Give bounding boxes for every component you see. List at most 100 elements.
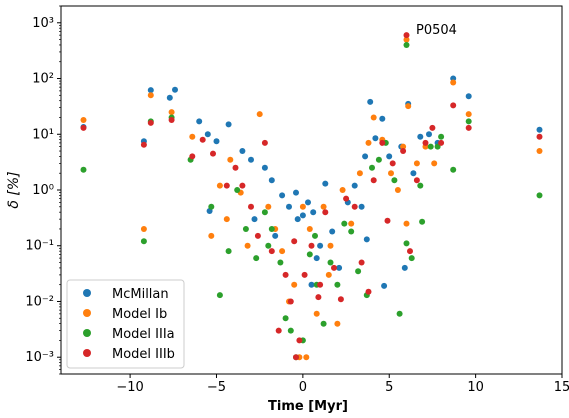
data-point (403, 36, 410, 43)
data-point (299, 203, 306, 210)
data-point (536, 133, 543, 140)
data-point (196, 118, 203, 125)
x-tick-label: 0 (299, 380, 307, 395)
data-point (431, 160, 438, 167)
data-point (313, 255, 320, 262)
data-point (254, 232, 261, 239)
data-point (147, 119, 154, 126)
legend-marker (83, 289, 91, 297)
data-point (369, 164, 375, 171)
data-point (375, 156, 382, 163)
data-point (268, 177, 275, 184)
data-point (351, 182, 358, 189)
data-point (268, 226, 275, 232)
data-point (355, 268, 362, 275)
data-point (166, 94, 173, 101)
data-point (168, 117, 175, 123)
data-point (407, 248, 413, 255)
data-point (225, 121, 232, 128)
data-point (405, 103, 412, 110)
data-point (301, 271, 308, 278)
data-point (413, 177, 420, 184)
data-point (279, 192, 286, 199)
legend-box (66, 279, 185, 369)
data-point (239, 148, 246, 154)
data-point (232, 164, 239, 171)
data-point (239, 182, 246, 189)
data-point (372, 135, 379, 142)
data-point (227, 156, 234, 163)
data-point (223, 216, 230, 223)
data-point (358, 203, 365, 210)
data-point (147, 92, 154, 99)
data-point (403, 32, 410, 39)
legend-label: Model Ib (112, 307, 167, 322)
data-point (140, 141, 147, 148)
data-point (293, 189, 299, 196)
data-point (216, 292, 223, 299)
data-point (168, 109, 175, 116)
data-point (417, 133, 424, 140)
data-point (313, 310, 320, 317)
data-point (261, 209, 268, 216)
data-point (363, 236, 370, 243)
data-point (291, 281, 298, 288)
series-model-ib (80, 36, 543, 361)
data-point (450, 102, 457, 109)
data-point (381, 282, 388, 289)
data-point (306, 251, 313, 258)
data-point (388, 170, 394, 177)
data-point (248, 203, 254, 210)
data-point (348, 220, 355, 227)
data-point (536, 126, 543, 133)
data-point (293, 354, 299, 361)
y-axis-ticks: 10⁻³ 10⁻² 10⁻¹ 10⁰ 10¹ 10² 10³ (25, 5, 61, 375)
y-tick-label: 10⁻² (25, 294, 54, 309)
data-point (210, 150, 216, 157)
data-point (327, 259, 334, 266)
data-point (317, 242, 324, 249)
data-point (367, 98, 374, 105)
data-point (310, 209, 317, 216)
y-tick-label: 10⁰ (32, 183, 54, 198)
data-point (225, 248, 232, 255)
data-point (379, 115, 386, 122)
data-point (334, 320, 341, 327)
x-tick-label: 15 (554, 380, 569, 395)
series-mcmillan (80, 75, 543, 289)
data-point (291, 238, 298, 245)
data-point (261, 139, 268, 146)
data-point (356, 170, 363, 177)
data-point (80, 117, 87, 123)
legend-label: Model IIIb (112, 347, 175, 362)
data-point (242, 226, 249, 232)
data-point (317, 281, 324, 288)
data-point (279, 248, 286, 255)
data-point (341, 220, 348, 227)
data-point (365, 139, 372, 146)
data-point (223, 182, 230, 189)
data-point (417, 182, 424, 189)
data-point (80, 166, 87, 173)
x-axis-ticks: −10 −5 0 5 10 15 (116, 374, 569, 395)
data-point (172, 86, 178, 93)
data-point (140, 238, 147, 245)
data-point (337, 296, 344, 303)
annotation-label: P0504 (416, 23, 457, 38)
data-point (265, 242, 272, 249)
y-tick-label: 10⁻³ (25, 350, 54, 365)
data-point (308, 242, 315, 249)
data-point (429, 124, 436, 131)
data-point (465, 118, 472, 125)
data-point (389, 160, 396, 167)
y-tick-label: 10² (32, 72, 54, 87)
data-point (403, 220, 410, 227)
data-point (277, 259, 284, 266)
data-point (370, 177, 377, 184)
data-point (408, 255, 415, 262)
data-point (213, 138, 220, 145)
data-point (282, 315, 289, 322)
data-point (384, 217, 391, 224)
data-point (189, 153, 196, 160)
data-point (294, 216, 301, 223)
